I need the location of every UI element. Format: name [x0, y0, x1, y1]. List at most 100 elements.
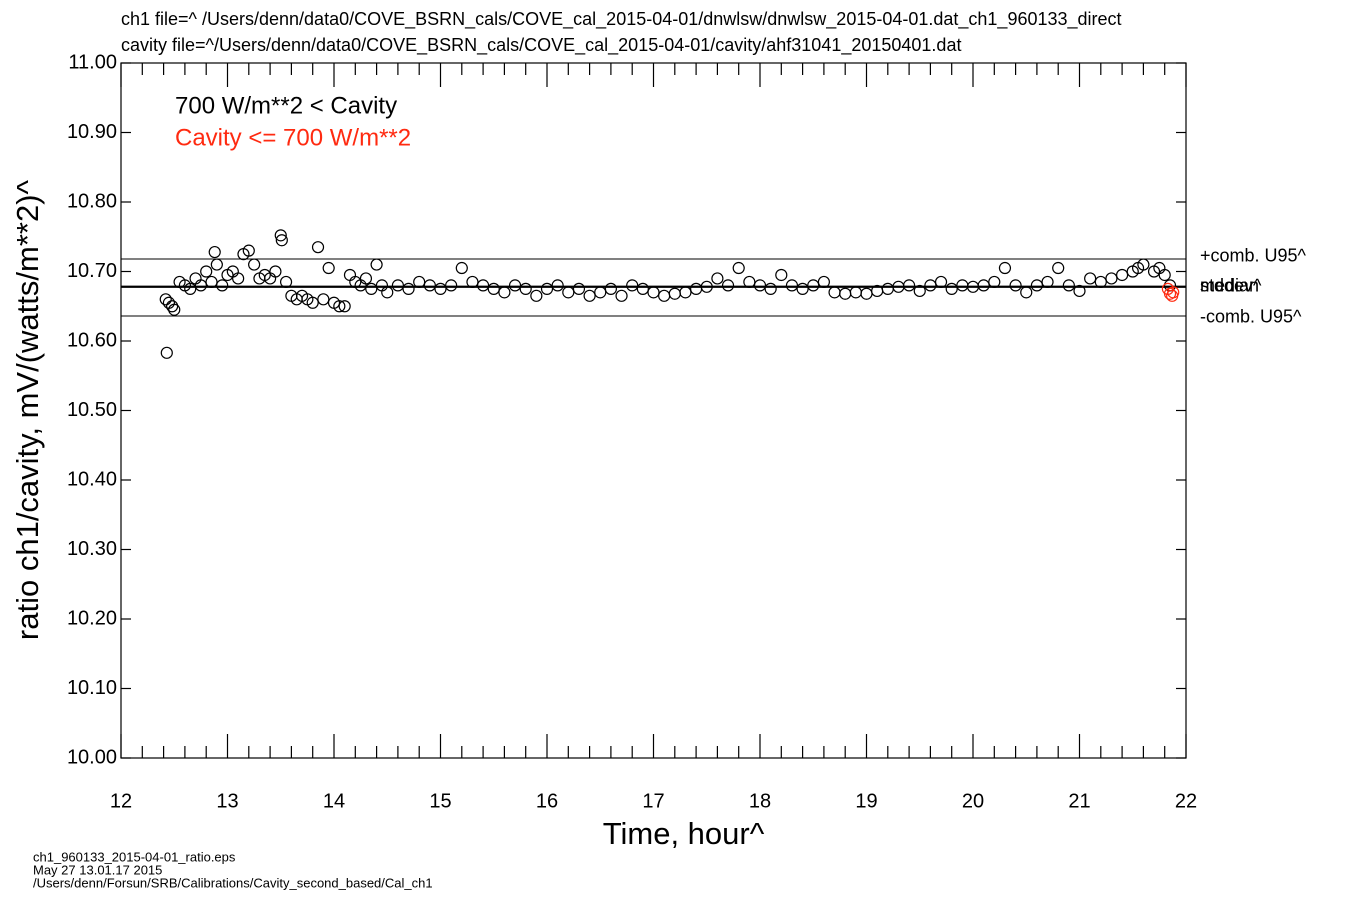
data-point	[700, 280, 713, 293]
x-tick-label: 18	[749, 790, 771, 812]
reference-label: median	[1200, 276, 1259, 296]
data-point	[1105, 272, 1118, 285]
data-point	[210, 258, 223, 271]
data-point	[732, 261, 745, 275]
data-point	[775, 268, 788, 282]
data-point	[242, 244, 255, 257]
data-point	[279, 275, 293, 289]
data-point	[839, 287, 852, 300]
data-point	[445, 279, 458, 292]
data-point	[275, 234, 288, 247]
footer-line: /Users/denn/Forsun/SRB/Calibrations/Cavi…	[33, 875, 433, 890]
data-point	[498, 286, 511, 299]
data-point	[1052, 261, 1065, 275]
y-tick-label: 10.30	[67, 538, 117, 560]
data-point	[248, 258, 261, 271]
y-tick-label: 10.10	[67, 677, 117, 699]
data-point	[881, 282, 894, 295]
data-point	[988, 275, 1001, 289]
data-point	[636, 282, 649, 295]
x-tick-label: 19	[855, 790, 877, 812]
data-point	[658, 289, 671, 302]
x-tick-label: 14	[323, 790, 345, 812]
data-point	[764, 282, 777, 295]
data-point	[530, 289, 543, 302]
data-point	[1094, 275, 1107, 289]
y-tick-label: 11.00	[68, 51, 117, 73]
data-point	[1020, 286, 1033, 299]
x-tick-label: 15	[429, 790, 451, 812]
y-tick-label: 10.40	[67, 468, 117, 490]
data-point	[194, 279, 207, 292]
data-point	[1158, 268, 1171, 282]
y-tick-label: 10.90	[67, 121, 117, 143]
x-tick-label: 13	[216, 790, 238, 812]
data-point	[343, 268, 357, 282]
data-point	[370, 258, 383, 271]
data-point	[487, 282, 500, 295]
data-point	[1115, 268, 1129, 282]
x-tick-label: 16	[536, 790, 558, 812]
legend-entry: Cavity <= 700 W/m**2	[175, 124, 411, 151]
data-point	[604, 282, 618, 295]
data-point	[519, 282, 532, 295]
data-point	[998, 261, 1012, 275]
y-tick-label: 10.70	[67, 260, 117, 282]
data-point	[626, 279, 639, 292]
data-point	[184, 282, 197, 295]
y-tick-label: 10.80	[67, 190, 117, 212]
data-point	[785, 279, 799, 292]
data-point	[711, 272, 724, 285]
data-point	[540, 282, 554, 295]
data-point	[721, 279, 735, 292]
data-point	[413, 275, 426, 289]
data-point	[647, 286, 660, 299]
data-point	[208, 245, 221, 259]
data-point	[1137, 258, 1150, 271]
x-tick-label: 21	[1068, 790, 1090, 812]
data-point	[466, 275, 479, 289]
data-point	[333, 300, 346, 313]
y-tick-label: 10.50	[67, 399, 117, 421]
data-point	[375, 279, 389, 292]
data-point	[317, 293, 330, 306]
data-point	[306, 296, 319, 309]
data-point	[205, 275, 218, 289]
data-point	[594, 286, 607, 299]
plot-frame	[120, 62, 1187, 759]
y-tick-label: 10.00	[67, 746, 117, 768]
data-point	[1073, 284, 1086, 298]
footer-line: ch1_960133_2015-04-01_ratio.eps	[33, 849, 236, 864]
data-point	[159, 293, 172, 306]
data-point	[977, 279, 990, 292]
data-point	[1167, 286, 1180, 299]
x-tick-label: 20	[962, 790, 984, 812]
data-point	[679, 286, 692, 299]
data-point	[402, 282, 415, 295]
data-point	[168, 303, 181, 316]
data-point	[232, 272, 245, 285]
data-point	[913, 284, 926, 298]
reference-label: stddev^	[1200, 276, 1262, 296]
data-point	[796, 282, 809, 295]
data-point	[160, 346, 173, 359]
title-line: cavity file=^/Users/denn/data0/COVE_BSRN…	[121, 35, 961, 56]
data-point	[945, 282, 958, 295]
data-point	[583, 289, 596, 302]
data-point	[391, 279, 404, 292]
data-point	[1084, 272, 1097, 285]
data-point	[1062, 279, 1075, 292]
data-point	[216, 279, 229, 292]
data-point	[551, 279, 564, 292]
data-point	[322, 261, 335, 275]
data-point	[849, 286, 862, 299]
data-point	[1009, 279, 1022, 292]
data-point	[455, 261, 468, 275]
data-point	[860, 287, 873, 300]
data-point	[902, 279, 916, 292]
title-line: ch1 file=^ /Users/denn/data0/COVE_BSRN_c…	[121, 9, 1122, 30]
footer-line: May 27 13.01.17 2015	[33, 862, 162, 877]
data-point	[562, 286, 575, 299]
data-point	[1041, 275, 1054, 289]
